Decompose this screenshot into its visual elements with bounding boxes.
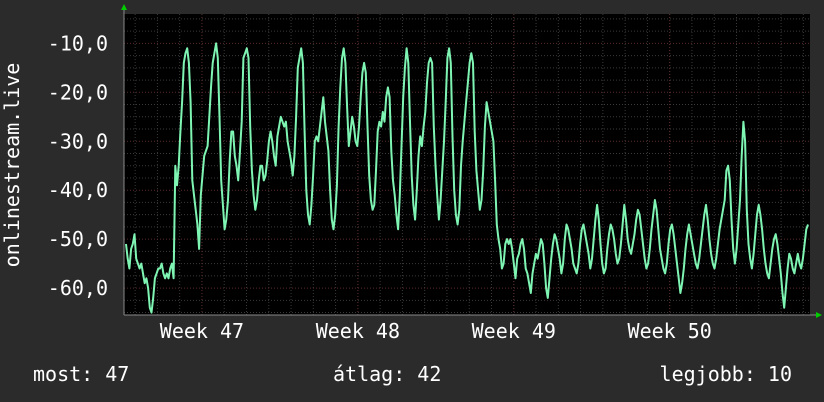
- series-line: [125, 42, 809, 314]
- y-axis-label: onlinestream.live: [0, 63, 24, 268]
- x-tick-label: Week 49: [472, 319, 556, 343]
- y-tick-label: -10,0: [48, 31, 108, 55]
- average-stat: átlag: 42: [333, 362, 441, 386]
- average-label: átlag:: [333, 362, 406, 386]
- current-value: 47: [105, 362, 130, 386]
- average-value: 42: [417, 362, 442, 386]
- x-tick-label: Week 47: [160, 319, 244, 343]
- y-tick-label: -20,0: [48, 80, 108, 104]
- y-tick-label: -50,0: [48, 227, 108, 251]
- x-tick-label: Week 48: [316, 319, 400, 343]
- x-axis-ticks: Week 47 Week 48 Week 49 Week 50: [160, 319, 712, 343]
- axes: [121, 4, 822, 318]
- y-tick-label: -40,0: [48, 178, 108, 202]
- current-stat: most: 47: [33, 362, 129, 386]
- plot-area: [124, 14, 810, 315]
- series-layer: [125, 42, 809, 314]
- x-tick-label: Week 50: [628, 319, 712, 343]
- best-stat: legjobb: 10: [660, 362, 792, 386]
- best-value: 10: [767, 362, 792, 386]
- y-tick-label: -60,0: [48, 276, 108, 300]
- y-axis-arrow: [121, 4, 127, 10]
- x-axis-arrow: [816, 312, 822, 318]
- y-axis-ticks: -10,0 -20,0 -30,0 -40,0 -50,0 -60,0: [48, 31, 108, 300]
- best-label: legjobb:: [659, 362, 756, 386]
- current-label: most:: [33, 362, 94, 386]
- y-tick-label: -30,0: [48, 129, 108, 153]
